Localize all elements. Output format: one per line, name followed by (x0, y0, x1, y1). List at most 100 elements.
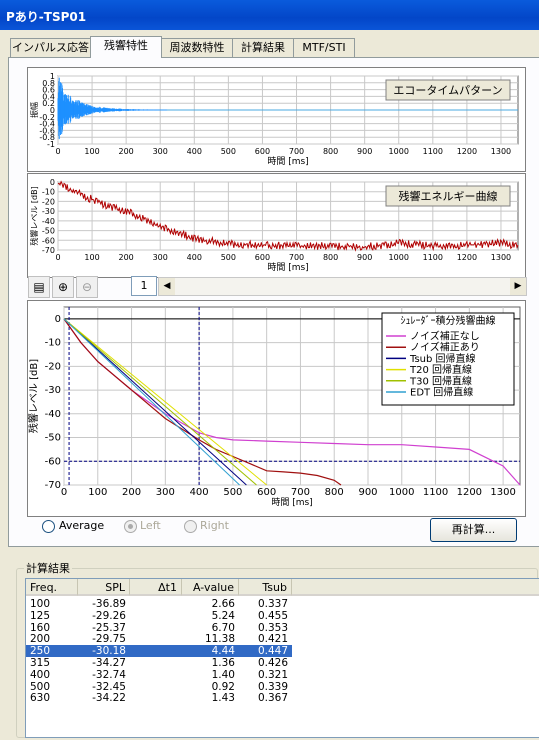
cell-tsub: 0.339 (257, 680, 288, 693)
y-tick-label: 0 (55, 314, 61, 325)
y-axis-label: 残響レベル [dB] (28, 359, 40, 433)
cell-a: 1.43 (211, 692, 235, 705)
y-tick-label: -40 (45, 409, 61, 420)
energy-curve (57, 180, 519, 252)
cell-spl: -34.22 (92, 692, 126, 705)
x-tick-label: 500 (223, 487, 242, 498)
cell-spl: -30.18 (92, 645, 126, 658)
x-axis-label: 時間 [ms] (267, 262, 308, 273)
x-tick-label: 300 (153, 253, 168, 262)
x-tick-label: 600 (255, 147, 270, 156)
y-tick-label: -60 (45, 456, 61, 467)
col-spl[interactable]: SPL (78, 579, 130, 596)
cell-spl: -29.26 (92, 609, 126, 622)
x-tick-label: 1200 (457, 253, 477, 262)
x-tick-label: 800 (325, 487, 344, 498)
legend-label: EDT 回帰直線 (410, 386, 473, 399)
page-number-field[interactable]: 1 (131, 276, 157, 296)
y-tick-label: -40 (42, 217, 55, 226)
cell-a: 5.24 (211, 609, 235, 622)
legend-label: ノイズ補正あり (410, 341, 480, 354)
energy-chart-svg: 0 100 200 300 400 500 600 700 800 900 1000 1100 1200… (29, 178, 519, 273)
x-tick-label: 0 (55, 253, 60, 262)
x-tick-label: 900 (357, 253, 372, 262)
x-tick-label: 400 (190, 487, 209, 498)
x-tick-label: 1300 (491, 253, 511, 262)
col-tsub[interactable]: Tsub (239, 579, 292, 596)
y-tick-label: -0.6 (39, 126, 55, 135)
cell-freq: 100 (30, 598, 51, 610)
x-axis-label: 時間 [ms] (267, 156, 308, 167)
table-row[interactable]: 400 -32.74 1.40 0.321 (26, 669, 292, 681)
radio-right[interactable] (184, 520, 197, 533)
x-tick-label: 300 (156, 487, 175, 498)
col-dt1[interactable]: Δt1 (130, 579, 182, 596)
x-tick-label: 900 (358, 487, 377, 498)
cell-freq: 315 (30, 657, 51, 669)
y-tick-label: -1 (47, 140, 55, 149)
legend-label: T30 回帰直線 (409, 374, 472, 387)
recalculate-button[interactable]: 再計算... (430, 518, 517, 542)
cell-a: 1.40 (211, 668, 235, 681)
legend-label: T20 回帰直線 (409, 363, 472, 376)
zoom-out-icon[interactable]: ⊖ (76, 276, 98, 298)
tab-reverb-characteristics[interactable]: 残響特性 (90, 36, 162, 58)
decay-series-line (63, 318, 257, 486)
decay-series-line (63, 318, 342, 486)
horizontal-scrollbar[interactable]: ◀ ▶ (158, 277, 527, 296)
cell-spl: -29.75 (92, 633, 126, 646)
x-tick-label: 600 (257, 487, 276, 498)
scroll-left-icon[interactable]: ◀ (159, 278, 175, 295)
tab-mtf-sti[interactable]: MTF/STI (293, 38, 355, 57)
table-row[interactable]: 630 -34.22 1.43 0.367 (26, 692, 292, 704)
x-tick-label: 400 (187, 253, 202, 262)
table-row[interactable]: 200 -29.75 11.38 0.421 (26, 633, 292, 645)
cell-freq: 250 (30, 645, 51, 658)
tab-frequency-characteristics[interactable]: 周波数特性 (161, 38, 233, 57)
title-bar: Pあり-TSP01 (0, 0, 539, 30)
x-tick-label: 1100 (423, 487, 448, 498)
radio-left-label: Left (140, 519, 161, 532)
table-row[interactable]: 500 -32.45 0.92 0.339 (26, 681, 292, 693)
cell-spl: -25.37 (92, 621, 126, 634)
y-tick-label: -60 (42, 236, 55, 245)
y-tick-label: -30 (42, 207, 55, 216)
tab-calc-results[interactable]: 計算結果 (232, 38, 294, 57)
radio-left[interactable] (124, 520, 137, 533)
cell-spl: -34.27 (92, 657, 126, 669)
radio-average[interactable] (42, 520, 55, 533)
table-row[interactable]: 315 -34.27 1.36 0.426 (26, 657, 292, 669)
x-tick-label: 100 (88, 487, 107, 498)
zoom-in-icon[interactable]: ⊕ (52, 276, 74, 298)
y-tick-label: -0.2 (39, 113, 55, 122)
table-row[interactable]: 160 -25.37 6.70 0.353 (26, 622, 292, 634)
cell-tsub: 0.447 (257, 645, 288, 658)
x-tick-label: 700 (291, 487, 310, 498)
radio-left-dot (128, 524, 133, 529)
scroll-right-icon[interactable]: ▶ (510, 278, 526, 295)
y-axis-label: 残響レベル [dB] (29, 186, 39, 245)
table-row[interactable]: 125 -29.26 5.24 0.455 (26, 610, 292, 622)
col-a-value[interactable]: A-value (182, 579, 239, 596)
table-row[interactable]: 100 -36.89 2.66 0.337 (26, 598, 292, 610)
cell-tsub: 0.367 (257, 692, 288, 705)
x-tick-label: 700 (289, 147, 304, 156)
echo-chart-title-box (385, 79, 511, 101)
x-tick-label: 800 (323, 253, 338, 262)
radio-right-label: Right (200, 519, 229, 532)
x-tick-label: 500 (221, 147, 236, 156)
tab-impulse-response[interactable]: インパルス応答 (10, 38, 91, 57)
results-list[interactable]: Freq. SPL Δt1 A-value Tsub 100 -36.89 2.66… (25, 578, 539, 738)
legend-title: ｼｭﾚｰﾀﾞｰ積分残響曲線 (401, 314, 496, 327)
layout-icon[interactable]: ▤ (28, 276, 50, 298)
x-tick-label: 1000 (389, 487, 414, 498)
x-axis-label: 時間 [ms] (271, 497, 312, 508)
cell-tsub: 0.421 (257, 633, 288, 646)
table-row[interactable]: 250 -30.18 4.44 0.447 (26, 645, 292, 658)
y-tick-label: 0 (50, 106, 55, 115)
decay-series-line (63, 318, 268, 486)
x-tick-label: 500 (221, 253, 236, 262)
chart-toolbar: ▤ ⊕ ⊖ 1 ◀ ▶ (28, 275, 527, 298)
col-freq[interactable]: Freq. (26, 579, 78, 596)
cell-tsub: 0.321 (257, 668, 288, 681)
